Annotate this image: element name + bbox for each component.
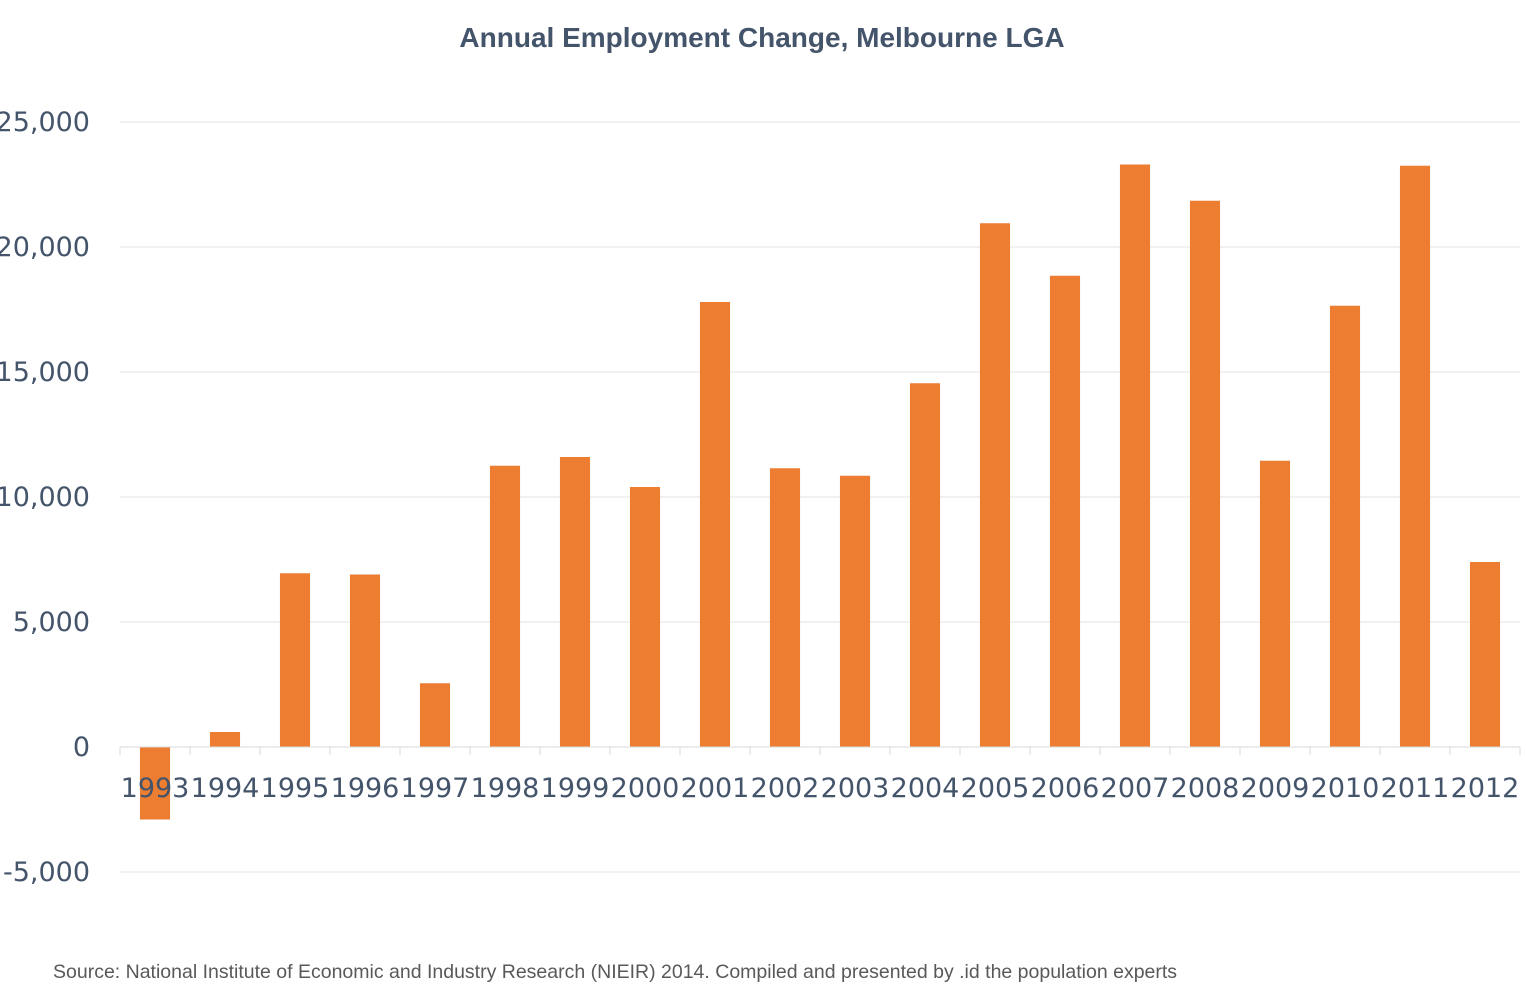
y-axis-ticks: 25,000 20,000 15,000 10,000 5,000 0 -5,000 [0, 107, 90, 888]
y-tick-label: -5,000 [3, 857, 90, 888]
gridlines [120, 121, 1520, 873]
x-tick-label: 1996 [331, 773, 400, 804]
y-tick-label: 0 [73, 732, 90, 763]
x-tick-label: 2003 [821, 773, 890, 804]
x-tick-label: 1993 [121, 773, 190, 804]
x-tick-label: 2002 [751, 773, 820, 804]
bar [209, 732, 241, 747]
bar [979, 223, 1011, 747]
bar [349, 574, 381, 747]
x-tick-label: 2001 [681, 773, 750, 804]
x-tick-label: 1994 [191, 773, 260, 804]
x-tick-label: 2010 [1311, 773, 1380, 804]
x-tick-label: 2011 [1381, 773, 1450, 804]
bar [629, 487, 661, 747]
bar [699, 302, 731, 747]
chart-title: Annual Employment Change, Melbourne LGA [459, 22, 1064, 53]
bar [909, 383, 941, 747]
x-tick-label: 2000 [611, 773, 680, 804]
bar [1259, 460, 1291, 747]
bar [1119, 164, 1151, 747]
bar [559, 457, 591, 747]
bar [1049, 275, 1081, 747]
bar [1399, 165, 1431, 747]
x-tick-label: 1999 [541, 773, 610, 804]
y-tick-label: 10,000 [0, 482, 90, 513]
bar [139, 747, 171, 820]
source-note: Source: National Institute of Economic a… [53, 961, 1177, 983]
y-tick-label: 25,000 [0, 107, 90, 138]
x-tick-label: 1995 [261, 773, 330, 804]
bar [489, 465, 521, 747]
bar [1329, 305, 1361, 747]
y-tick-label: 15,000 [0, 357, 90, 388]
x-tick-label: 2007 [1101, 773, 1170, 804]
x-tick-label: 2005 [961, 773, 1030, 804]
bar [419, 683, 451, 747]
bar [839, 475, 871, 747]
y-tick-label: 5,000 [13, 607, 90, 638]
x-tick-label: 2012 [1451, 773, 1520, 804]
x-tick-label: 2006 [1031, 773, 1100, 804]
x-axis [119, 746, 1521, 755]
bar [1469, 562, 1501, 747]
bar [279, 573, 311, 747]
x-axis-ticks: 1993 1994 1995 1996 1997 1998 1999 2000 2001 2002… [121, 773, 1520, 804]
bar [1189, 200, 1221, 747]
x-tick-label: 2009 [1241, 773, 1310, 804]
bar [769, 468, 801, 747]
bars [139, 164, 1501, 820]
x-tick-label: 1998 [471, 773, 540, 804]
x-tick-label: 2004 [891, 773, 960, 804]
x-tick-label: 1997 [401, 773, 470, 804]
x-tick-label: 2008 [1171, 773, 1240, 804]
y-tick-label: 20,000 [0, 232, 90, 263]
